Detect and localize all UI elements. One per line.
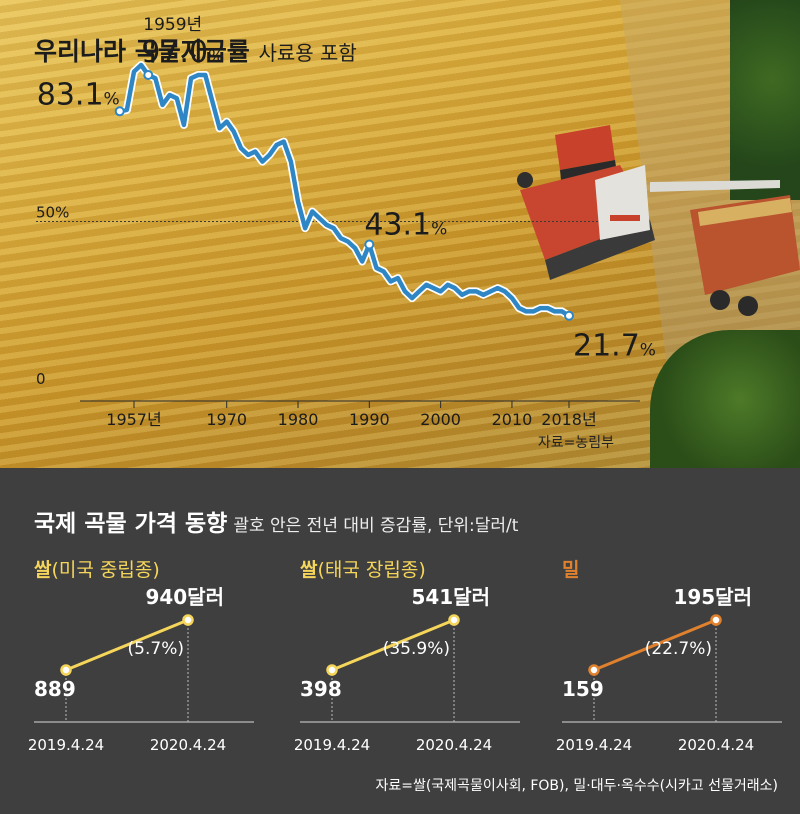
mini-chart: 889 940달러 (5.7%) 2019.4.24 2020.4.24 — [28, 585, 254, 754]
series-line — [117, 62, 572, 318]
price-line — [331, 618, 455, 672]
main-chart-subtitle: 사료용 포함 — [258, 41, 357, 65]
price-panel-title: 국제 곡물 가격 동향 괄호 안은 전년 대비 증감률, 단위:달러/t — [34, 511, 519, 537]
x-label: 2020.4.24 — [150, 736, 226, 754]
price-point-start — [588, 664, 600, 676]
x-tick-label: 2018년 — [541, 410, 596, 429]
bushes-image — [650, 330, 800, 468]
change-label: (35.9%) — [383, 639, 450, 659]
mini-chart-title-thai-rice: 쌀(태국 장립종) — [300, 559, 426, 581]
price-point-start — [60, 664, 72, 676]
end-value-label: 195달러 — [673, 585, 752, 609]
price-point-end — [448, 614, 460, 626]
x-tick-label: 1970 — [206, 410, 247, 429]
price-point-end — [182, 614, 194, 626]
data-point-marker — [564, 310, 574, 321]
y-tick-label: 50% — [36, 204, 69, 222]
main-chart-title: 우리나라 곡물자급률 사료용 포함 — [34, 37, 357, 66]
mini-chart: 398 541달러 (35.9%) 2019.4.24 2020.4.24 — [294, 585, 520, 754]
mini-chart-title-wheat: 밀 — [562, 559, 580, 581]
data-label: 43.1% — [364, 207, 447, 242]
harvester-image — [517, 125, 800, 316]
x-label: 2019.4.24 — [556, 736, 632, 754]
change-label: (5.7%) — [128, 639, 184, 659]
data-label: 21.7% — [573, 329, 656, 364]
self-sufficiency-line-chart: 1957년 1970 1980 1990 2000 2010 2018년 50% 0 83.1%… — [36, 15, 656, 429]
trees-image — [730, 0, 800, 200]
end-value-label: 940달러 — [145, 585, 224, 609]
price-panel-source: 자료=쌀(국제곡물이사회, FOB), 밀·대두·옥수수(시카고 선물거래소) — [375, 778, 778, 794]
data-point-marker — [364, 239, 375, 250]
x-tick-label: 1990 — [349, 410, 390, 429]
data-label-year: 1959년 — [143, 15, 202, 35]
x-label: 2020.4.24 — [416, 736, 492, 754]
price-line — [65, 618, 189, 672]
main-chart-source: 자료=농림부 — [537, 435, 614, 451]
change-label: (22.7%) — [645, 639, 712, 659]
price-line — [593, 618, 717, 672]
x-tick-label: 1957년 — [106, 410, 161, 429]
mini-chart-title-us-rice: 쌀(미국 중립종) — [34, 559, 160, 581]
x-tick-label: 2000 — [420, 410, 461, 429]
x-label: 2019.4.24 — [28, 736, 104, 754]
mini-chart: 159 195달러 (22.7%) 2019.4.24 2020.4.24 — [556, 585, 782, 754]
x-label: 2019.4.24 — [294, 736, 370, 754]
x-tick-label: 1980 — [278, 410, 319, 429]
start-value-label: 398 — [300, 677, 342, 701]
data-label: 97.0% — [141, 35, 224, 70]
price-panel-subtitle: 괄호 안은 전년 대비 증감률, 단위:달러/t — [233, 516, 519, 536]
y-tick-label: 0 — [36, 370, 46, 388]
start-value-label: 889 — [34, 677, 76, 701]
data-point-marker — [114, 106, 125, 117]
end-value-label: 541달러 — [411, 585, 490, 609]
price-point-end — [710, 614, 722, 626]
data-point-marker — [143, 69, 154, 80]
x-label: 2020.4.24 — [678, 736, 754, 754]
data-label: 83.1% — [37, 77, 120, 112]
start-value-label: 159 — [562, 677, 604, 701]
x-tick-label: 2010 — [492, 410, 533, 429]
price-point-start — [326, 664, 338, 676]
